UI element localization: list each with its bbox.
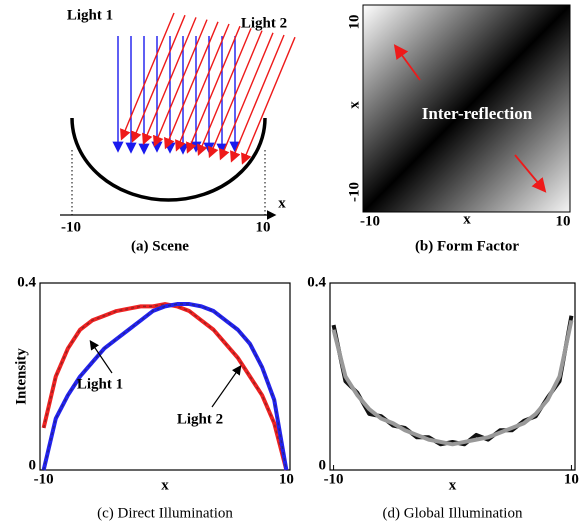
chart: 0 0.4 -10 10 x Intensity (c) Direct Illuminati… <box>13 274 293 521</box>
series-line-dashed <box>42 303 288 471</box>
x-tick-label: 10 <box>279 471 294 487</box>
light-ray <box>142 17 197 145</box>
light-ray <box>120 12 175 141</box>
plot-frame <box>39 282 291 471</box>
bowl <box>70 117 267 202</box>
light-ray <box>131 14 186 143</box>
x-axis-label: x <box>161 477 169 493</box>
chart: 0 0.4 -10 10 x (d) Global Illumination <box>307 274 579 521</box>
tick-label: -10 <box>360 213 380 229</box>
plot-frame <box>329 282 576 471</box>
form-factor-panel: Inter-reflection 10 x -10 -10 x 10 (b) F… <box>346 4 571 254</box>
y-tick-label: 0.4 <box>17 274 36 290</box>
x-tick-label: -10 <box>34 471 54 487</box>
annotation: Light 1 <box>77 376 123 392</box>
tick-label: 10 <box>346 15 362 30</box>
tick-label: -10 <box>61 219 81 235</box>
arrow <box>514 154 547 193</box>
x-tick-label: 10 <box>564 471 579 487</box>
light-label: Light 2 <box>241 15 287 31</box>
series-line <box>331 319 574 447</box>
caption: (b) Form Factor <box>415 238 519 254</box>
light-label: Light 1 <box>67 7 113 23</box>
light-ray <box>186 25 241 154</box>
annotation-arrow <box>89 340 113 374</box>
series-line <box>331 315 574 447</box>
light-ray <box>197 28 252 156</box>
caption: (c) Direct Illumination <box>97 505 233 521</box>
y-tick-label: 0 <box>29 457 37 473</box>
light-ray <box>241 36 296 165</box>
light-ray <box>230 34 285 163</box>
y-tick-label: 0 <box>319 457 327 473</box>
scene-panel: Light 1 Light 2 x -10 10 (a) Scene <box>60 7 296 254</box>
annotation-arrow <box>211 365 242 408</box>
caption: (d) Global Illumination <box>383 505 523 521</box>
y-tick-label: 0.4 <box>307 274 326 290</box>
caption: (a) Scene <box>131 238 189 254</box>
light-ray <box>175 23 230 152</box>
axis-label: x <box>278 195 286 211</box>
axis-label: x <box>463 211 471 227</box>
light-ray <box>219 32 274 161</box>
x-axis-label: x <box>449 477 457 493</box>
annotation: Inter-reflection <box>422 104 533 123</box>
light-ray <box>153 19 208 148</box>
y-axis-label: Intensity <box>13 348 29 405</box>
tick-label: 10 <box>556 213 571 229</box>
annotation: Light 2 <box>177 411 223 427</box>
light-ray <box>208 30 263 159</box>
arrow <box>393 44 421 81</box>
light-ray <box>164 21 219 150</box>
tick-label: -10 <box>346 182 362 202</box>
x-tick-label: -10 <box>324 471 344 487</box>
series-line-dashed <box>42 303 288 471</box>
axis-label: x <box>346 101 362 109</box>
tick-label: 10 <box>256 219 271 235</box>
